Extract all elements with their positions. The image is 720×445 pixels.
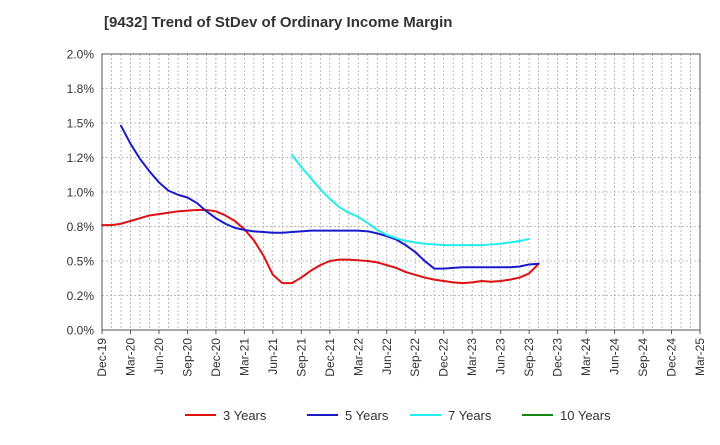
y-tick-label: 0.2% (67, 289, 95, 303)
x-tick-label: Jun-24 (608, 338, 622, 375)
y-tick-label: 1.2% (67, 151, 95, 165)
x-tick-label: Dec-22 (437, 338, 451, 377)
legend-label: 3 Years (223, 408, 267, 423)
x-tick-label: Mar-20 (123, 338, 137, 376)
series-line-7-years (290, 153, 531, 247)
y-tick-label: 0.8% (67, 220, 95, 234)
x-tick-label: Dec-20 (209, 338, 223, 377)
series-line-5-years (119, 124, 540, 270)
x-tick-label: Mar-22 (351, 338, 365, 376)
x-tick-label: Sep-24 (636, 338, 650, 377)
x-tick-label: Mar-25 (693, 338, 707, 376)
x-tick-label: Sep-21 (294, 338, 308, 377)
y-tick-label: 0.5% (67, 255, 95, 269)
x-tick-label: Dec-21 (323, 338, 337, 377)
y-tick-label: 1.5% (67, 117, 95, 131)
x-tick-label: Sep-23 (522, 338, 536, 377)
x-tick-label: Dec-19 (95, 338, 109, 377)
y-tick-label: 2.0% (67, 48, 95, 62)
x-tick-label: Jun-20 (152, 338, 166, 375)
x-tick-label: Jun-23 (494, 338, 508, 375)
x-tick-label: Jun-21 (266, 338, 280, 375)
series-line-3-years (101, 208, 540, 285)
x-tick-label: Jun-22 (380, 338, 394, 375)
y-tick-label: 1.0% (67, 186, 95, 200)
y-tick-label: 0.0% (67, 324, 95, 338)
plot-border (101, 53, 701, 331)
legend-label: 10 Years (560, 408, 611, 423)
x-tick-label: Sep-22 (408, 338, 422, 377)
plot-area (102, 54, 700, 330)
x-tick-label: Dec-24 (665, 338, 679, 377)
legend-label: 7 Years (448, 408, 492, 423)
x-tick-label: Mar-23 (465, 338, 479, 376)
x-tick-label: Mar-21 (237, 338, 251, 376)
x-tick-label: Dec-23 (551, 338, 565, 377)
x-tick-label: Sep-20 (180, 338, 194, 377)
chart-title: [9432] Trend of StDev of Ordinary Income… (104, 14, 453, 31)
x-tick-label: Mar-24 (579, 338, 593, 376)
y-tick-label: 1.8% (67, 82, 95, 96)
legend-label: 5 Years (345, 408, 389, 423)
